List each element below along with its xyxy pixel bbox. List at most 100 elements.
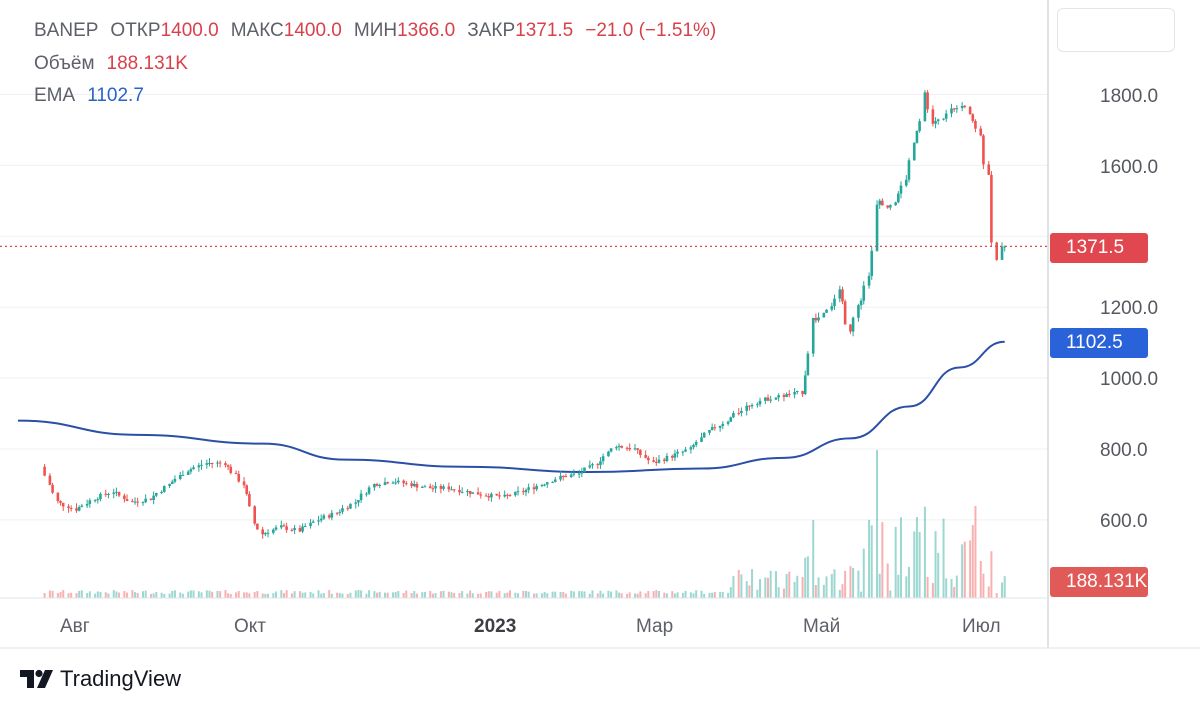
volume-bar [421,592,424,598]
volume-bar [963,541,966,598]
candle-body [460,491,464,493]
candle-body [923,92,927,122]
volume-bar [312,593,315,598]
candle-body [875,204,879,251]
volume-bar [748,585,751,598]
volume-bar [506,592,509,598]
volume-bar [115,591,118,598]
volume-bar [80,590,83,598]
tradingview-logo[interactable]: TradingView [18,666,181,692]
candle-body [583,467,586,473]
change-value: −21.0 (−1.51%) [585,20,717,41]
candle-body [782,395,786,397]
volume-bar [931,582,934,598]
volume-bar [756,589,759,598]
candle-body [192,467,195,470]
candle-body [508,495,512,497]
volume-bar [118,592,121,598]
candle-body [750,404,754,407]
volume-bar [386,592,389,598]
volume-bar [107,593,110,598]
volume-bar [729,587,732,598]
candle-body [514,491,517,496]
candle-body [960,105,964,109]
volume-bar [51,590,54,598]
volume-bar [751,569,754,598]
candle-body [817,317,820,321]
candle-body [851,317,855,332]
volume-bar [692,593,695,598]
candlesticks [43,90,1007,539]
volume-bar [942,518,945,598]
candle-body [189,469,193,472]
candle-body [61,502,65,507]
candle-body [886,205,889,208]
volume-bar [673,593,676,598]
volume-bar [341,593,344,598]
candle-body [434,486,437,489]
volume-bar [838,589,841,598]
high-label: МАКС [230,20,284,41]
volume-bar [136,592,139,598]
candle-body [766,397,770,401]
candle-body [149,498,153,501]
candle-body [551,482,554,484]
chart-settings-box[interactable] [1057,8,1175,52]
time-tick: Авг [60,616,90,637]
candle-body [615,447,618,449]
candle-body [495,493,499,496]
volume-bar [937,552,940,598]
candle-body [282,525,286,527]
candle-body [404,483,408,485]
candle-body [208,462,211,464]
volume-bar [647,590,650,598]
volume-bar [713,592,716,598]
time-tick: Мар [636,616,674,637]
candle-body [599,461,602,465]
candle-body [516,491,520,493]
candle-body [633,448,637,450]
volume-bar [969,540,972,598]
volume-bar [814,585,817,598]
volume-bar [543,592,546,598]
volume-bar [485,592,488,598]
volume-bar [338,593,341,598]
candle-body [96,499,100,501]
candle-body [498,495,501,497]
candle-body [944,113,948,119]
candle-body [1000,246,1004,260]
volume-bar [671,591,674,598]
candle-body [375,484,379,486]
volume-bar [767,577,769,598]
volume-bar [144,590,147,598]
volume-bar [434,593,437,598]
volume-bar [349,592,352,598]
volume-bar [274,591,277,598]
volume-bar [86,593,89,598]
close-label: ЗАКР [467,20,516,41]
volume-bar [782,588,785,598]
candle-body [774,397,778,400]
volume-bar [405,590,408,598]
volume-bar [378,591,381,598]
candle-body [899,185,903,194]
time-tick: Окт [234,616,267,637]
candle-body [867,275,871,286]
volume-bar [229,593,232,598]
volume-bar [216,590,219,598]
candle-body [841,289,844,302]
volume-bar [354,590,357,598]
volume-bar [655,590,658,598]
candle-body [279,525,283,528]
candle-body [881,200,884,206]
volume-bar [926,576,929,598]
volume-bar [78,590,81,598]
candle-body [168,483,171,487]
candle-body [1003,246,1007,248]
volume-bar [857,570,860,598]
volume-bar [889,590,892,598]
candle-body [365,493,368,495]
candle-body [522,491,525,493]
candle-body [115,491,118,493]
